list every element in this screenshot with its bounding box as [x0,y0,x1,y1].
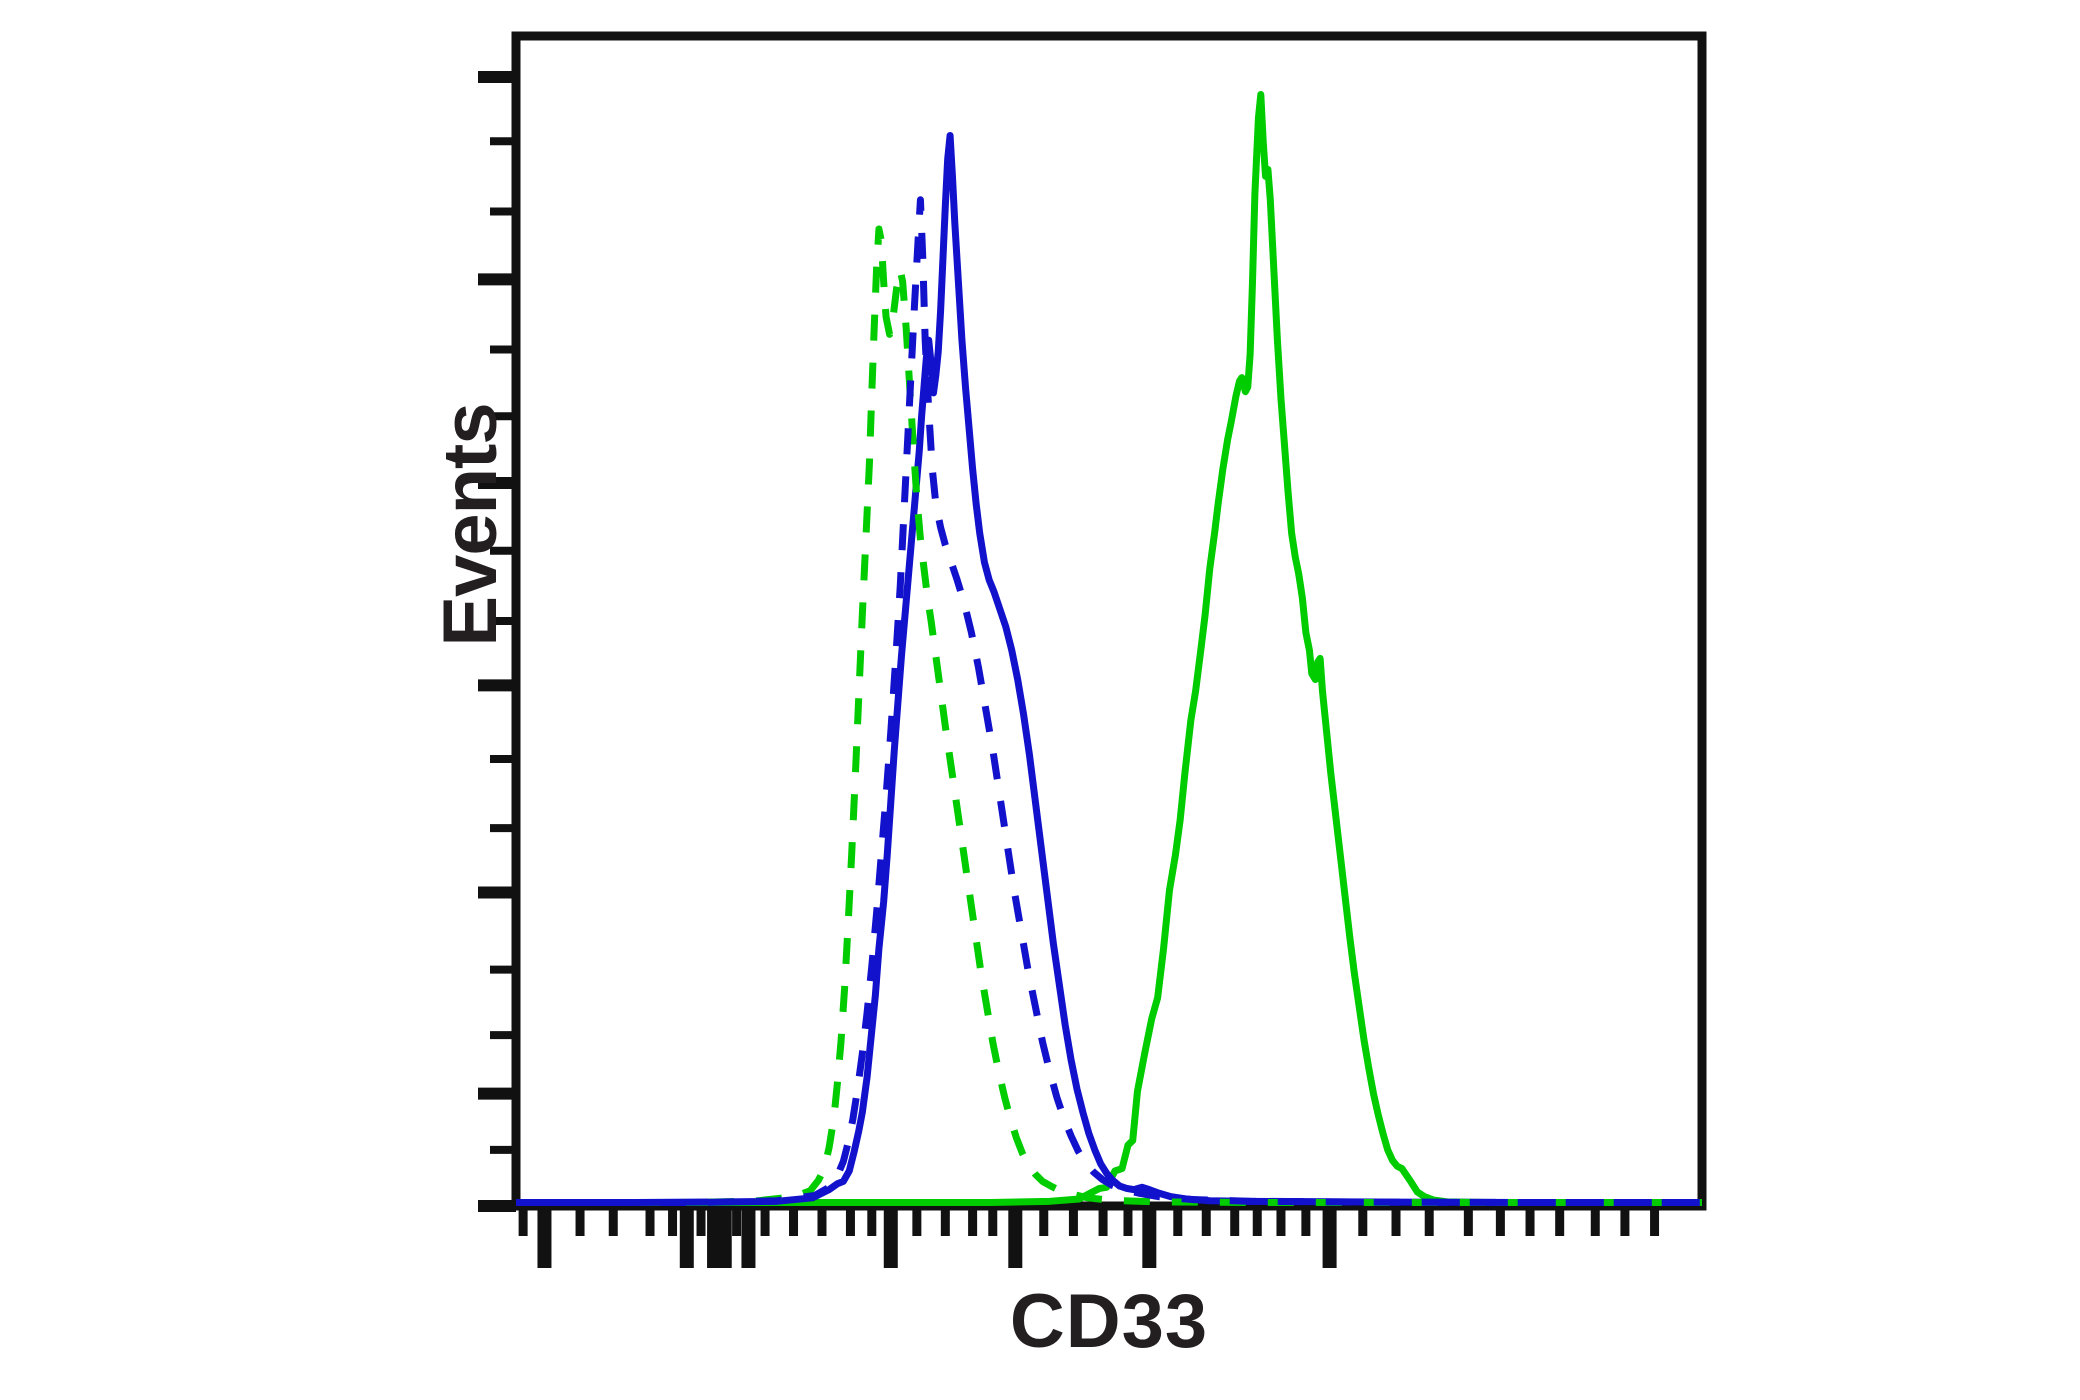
histogram-trace-green-solid [516,91,1702,1206]
plot-frame [511,31,1707,1211]
x-axis-tick-group [518,1206,1660,1268]
y-axis-label: Events [427,403,513,647]
histogram-trace-green-dashed [516,225,1702,1206]
histogram-traces [516,91,1702,1206]
plot-frame-border [511,31,1707,1211]
x-axis-label: CD33 [1009,1279,1209,1364]
histogram-trace-blue-dashed [516,196,1702,1206]
histogram-trace-blue-solid [516,131,1702,1206]
